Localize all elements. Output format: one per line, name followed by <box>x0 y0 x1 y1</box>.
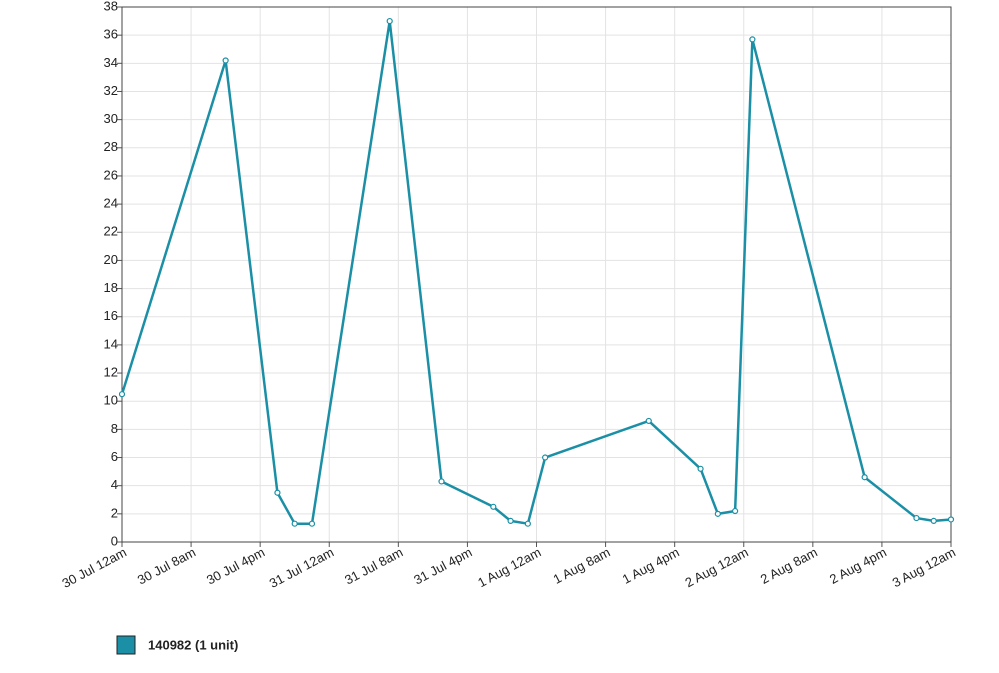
x-tick-label: 30 Jul 4pm <box>204 544 267 587</box>
y-tick-label: 12 <box>104 364 118 379</box>
data-point <box>645 417 652 425</box>
y-tick-label: 24 <box>104 196 118 211</box>
y-tick-label: 30 <box>104 111 118 126</box>
y-tick-label: 22 <box>104 224 118 239</box>
data-point <box>438 478 445 485</box>
data-point <box>913 514 920 522</box>
y-tick-label: 28 <box>104 139 118 154</box>
legend-label: 140982 (1 unit) <box>148 637 238 652</box>
y-tick-label: 36 <box>104 27 118 42</box>
x-tick-label: 2 Aug 4pm <box>827 544 889 586</box>
y-tick-label: 0 <box>111 533 118 548</box>
x-tick-label: 30 Jul 12am <box>59 544 129 590</box>
x-tick-label: 2 Aug 12am <box>682 544 750 590</box>
data-point <box>291 520 298 527</box>
x-tick-label: 2 Aug 8am <box>758 544 820 586</box>
y-tick-label: 16 <box>104 308 118 323</box>
x-tick-label: 31 Jul 8am <box>342 544 405 587</box>
y-tick-label: 32 <box>104 83 118 98</box>
y-tick-label: 14 <box>104 336 118 351</box>
data-point <box>947 516 955 523</box>
y-tick-label: 26 <box>104 167 118 182</box>
x-tick-label: 1 Aug 4pm <box>620 544 682 586</box>
data-point <box>732 507 739 515</box>
x-tick-label: 30 Jul 8am <box>135 544 198 587</box>
y-tick-label: 18 <box>104 280 118 295</box>
x-tick-label: 31 Jul 4pm <box>411 544 474 587</box>
data-point <box>308 520 316 527</box>
x-tick-label: 1 Aug 12am <box>475 544 543 590</box>
data-point <box>524 520 531 527</box>
x-tick-label: 1 Aug 8am <box>551 544 613 586</box>
y-tick-label: 34 <box>104 55 118 70</box>
data-point <box>222 57 229 64</box>
plot-border <box>121 6 952 543</box>
legend-swatch <box>116 635 136 655</box>
data-point <box>542 454 549 461</box>
x-tick-label: 31 Jul 12am <box>267 544 337 590</box>
y-tick-label: 38 <box>104 0 118 13</box>
y-tick-label: 6 <box>111 449 118 464</box>
data-point <box>749 36 756 43</box>
data-point <box>490 503 497 510</box>
data-point <box>118 391 126 398</box>
data-point <box>697 465 704 472</box>
data-point <box>274 489 281 496</box>
x-tick-label: 3 Aug 12am <box>890 544 958 590</box>
y-tick-label: 4 <box>111 477 118 492</box>
data-point <box>386 17 393 25</box>
data-point <box>930 517 937 524</box>
data-point <box>507 517 514 524</box>
data-point <box>861 474 868 481</box>
y-tick-label: 2 <box>111 505 118 520</box>
y-tick-label: 10 <box>104 393 118 408</box>
y-tick-label: 20 <box>104 252 118 267</box>
y-tick-label: 8 <box>111 421 118 436</box>
data-point <box>714 510 721 517</box>
